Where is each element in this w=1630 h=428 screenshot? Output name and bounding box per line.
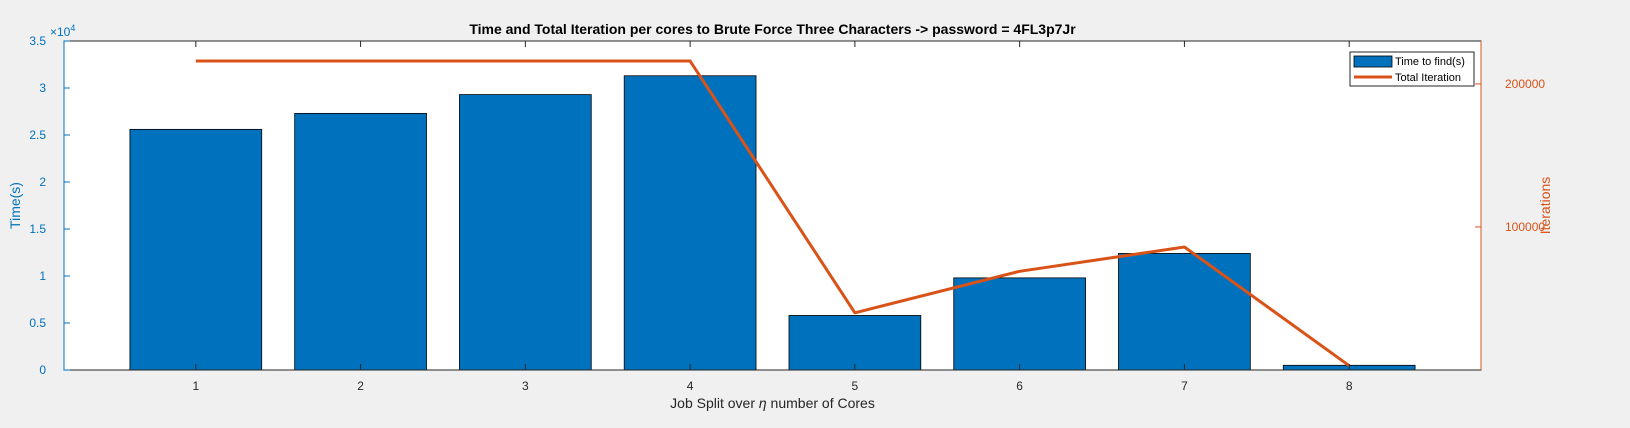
plot-area — [64, 41, 1481, 370]
left-tick-label: 0 — [39, 363, 46, 377]
right-tick-label: 100000 — [1505, 220, 1545, 234]
left-tick-label: 1 — [39, 269, 46, 283]
left-tick-label: 3 — [39, 81, 46, 95]
exponent-power: 4 — [70, 23, 75, 33]
x-axis-label: Job Split over η number of Cores — [670, 395, 875, 411]
left-tick-label: 2 — [39, 175, 46, 189]
right-axis-label: Iterations — [1537, 177, 1553, 235]
bar-1 — [129, 128, 263, 371]
exponent-base: ×10 — [50, 25, 71, 39]
bar-2 — [294, 112, 427, 371]
bar-series — [129, 75, 1416, 371]
legend-swatch-time — [1353, 55, 1393, 68]
iteration-line — [195, 59, 1351, 367]
x-tick-label: 6 — [1016, 379, 1023, 393]
bar-4 — [623, 75, 757, 371]
x-tick-label: 4 — [687, 379, 694, 393]
x-tick-label: 1 — [192, 379, 199, 393]
x-axis-label-suffix: number of Cores — [767, 395, 875, 411]
left-axis-exponent: ×104 — [50, 23, 75, 39]
chart-title: Time and Total Iteration per cores to Br… — [469, 21, 1076, 37]
legend-label-time: Time to find(s) — [1395, 56, 1465, 68]
x-tick-label: 3 — [522, 379, 529, 393]
bar-7 — [1118, 253, 1251, 371]
x-tick-label: 5 — [852, 379, 859, 393]
right-axis-ticks: 100000 200000 — [1475, 77, 1545, 234]
bar-5 — [788, 315, 922, 371]
bar-3 — [459, 94, 592, 371]
left-tick-label: 3.5 — [29, 34, 46, 48]
line-series — [195, 59, 1351, 367]
left-tick-label: 1.5 — [29, 222, 46, 236]
x-tick-label: 8 — [1346, 379, 1353, 393]
x-tick-label: 2 — [357, 379, 364, 393]
legend: Time to find(s) Total Iteration — [1349, 51, 1475, 87]
x-axis-ticks: 1 2 3 4 5 6 7 8 — [192, 41, 1353, 393]
left-axis-label: Time(s) — [7, 182, 23, 229]
x-tick-label: 7 — [1181, 379, 1188, 393]
x-axis-label-prefix: Job Split over — [670, 395, 759, 411]
x-axis-label-symbol: η — [759, 395, 767, 411]
left-tick-label: 0.5 — [29, 316, 46, 330]
right-tick-label: 200000 — [1505, 77, 1545, 91]
left-tick-label: 2.5 — [29, 128, 46, 142]
bar-6 — [953, 277, 1086, 371]
left-axis-ticks: 0 0.5 1 1.5 2 2.5 3 3.5 — [29, 34, 70, 377]
legend-label-iteration: Total Iteration — [1395, 72, 1461, 84]
